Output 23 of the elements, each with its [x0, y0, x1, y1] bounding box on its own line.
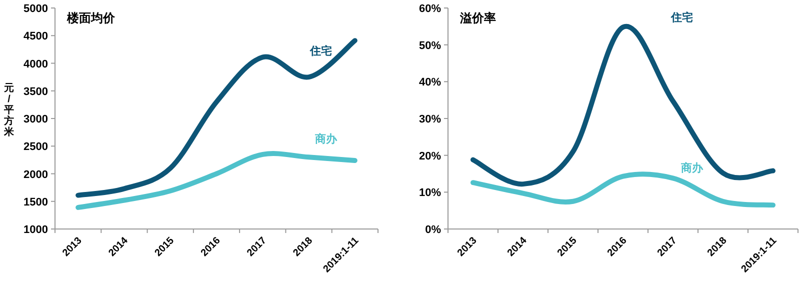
y-tick-label: 30%	[418, 114, 442, 126]
y-tick-label: 0%	[425, 224, 442, 236]
chart-title: 溢价率	[459, 11, 496, 25]
y-tick-label: 2000	[24, 168, 48, 181]
y-tick-label: 50%	[418, 40, 442, 52]
y-axis-title: 元/平方米	[3, 82, 15, 138]
y-tick-label: 4000	[24, 58, 48, 70]
y-tick-label: 5000	[24, 3, 48, 15]
y-tick-label: 3000	[24, 114, 48, 126]
y-tick-label: 1500	[24, 196, 48, 208]
y-tick-label: 20%	[418, 150, 442, 162]
y-tick-label: 40%	[418, 76, 442, 89]
y-tick-label: 10%	[418, 187, 442, 200]
text: 住宅	[670, 11, 693, 24]
y-tick-label: 60%	[418, 3, 442, 15]
y-tick-label: 2500	[24, 141, 48, 154]
y-tick-label: 3500	[24, 86, 48, 98]
y-tick-label: 4500	[24, 30, 48, 43]
series-label: 商办	[680, 161, 704, 174]
y-tick-label: 1000	[24, 224, 48, 236]
series-label: 商办	[314, 132, 338, 146]
series-label: 住宅	[308, 44, 332, 58]
chart-title: 楼面均价	[66, 11, 116, 25]
